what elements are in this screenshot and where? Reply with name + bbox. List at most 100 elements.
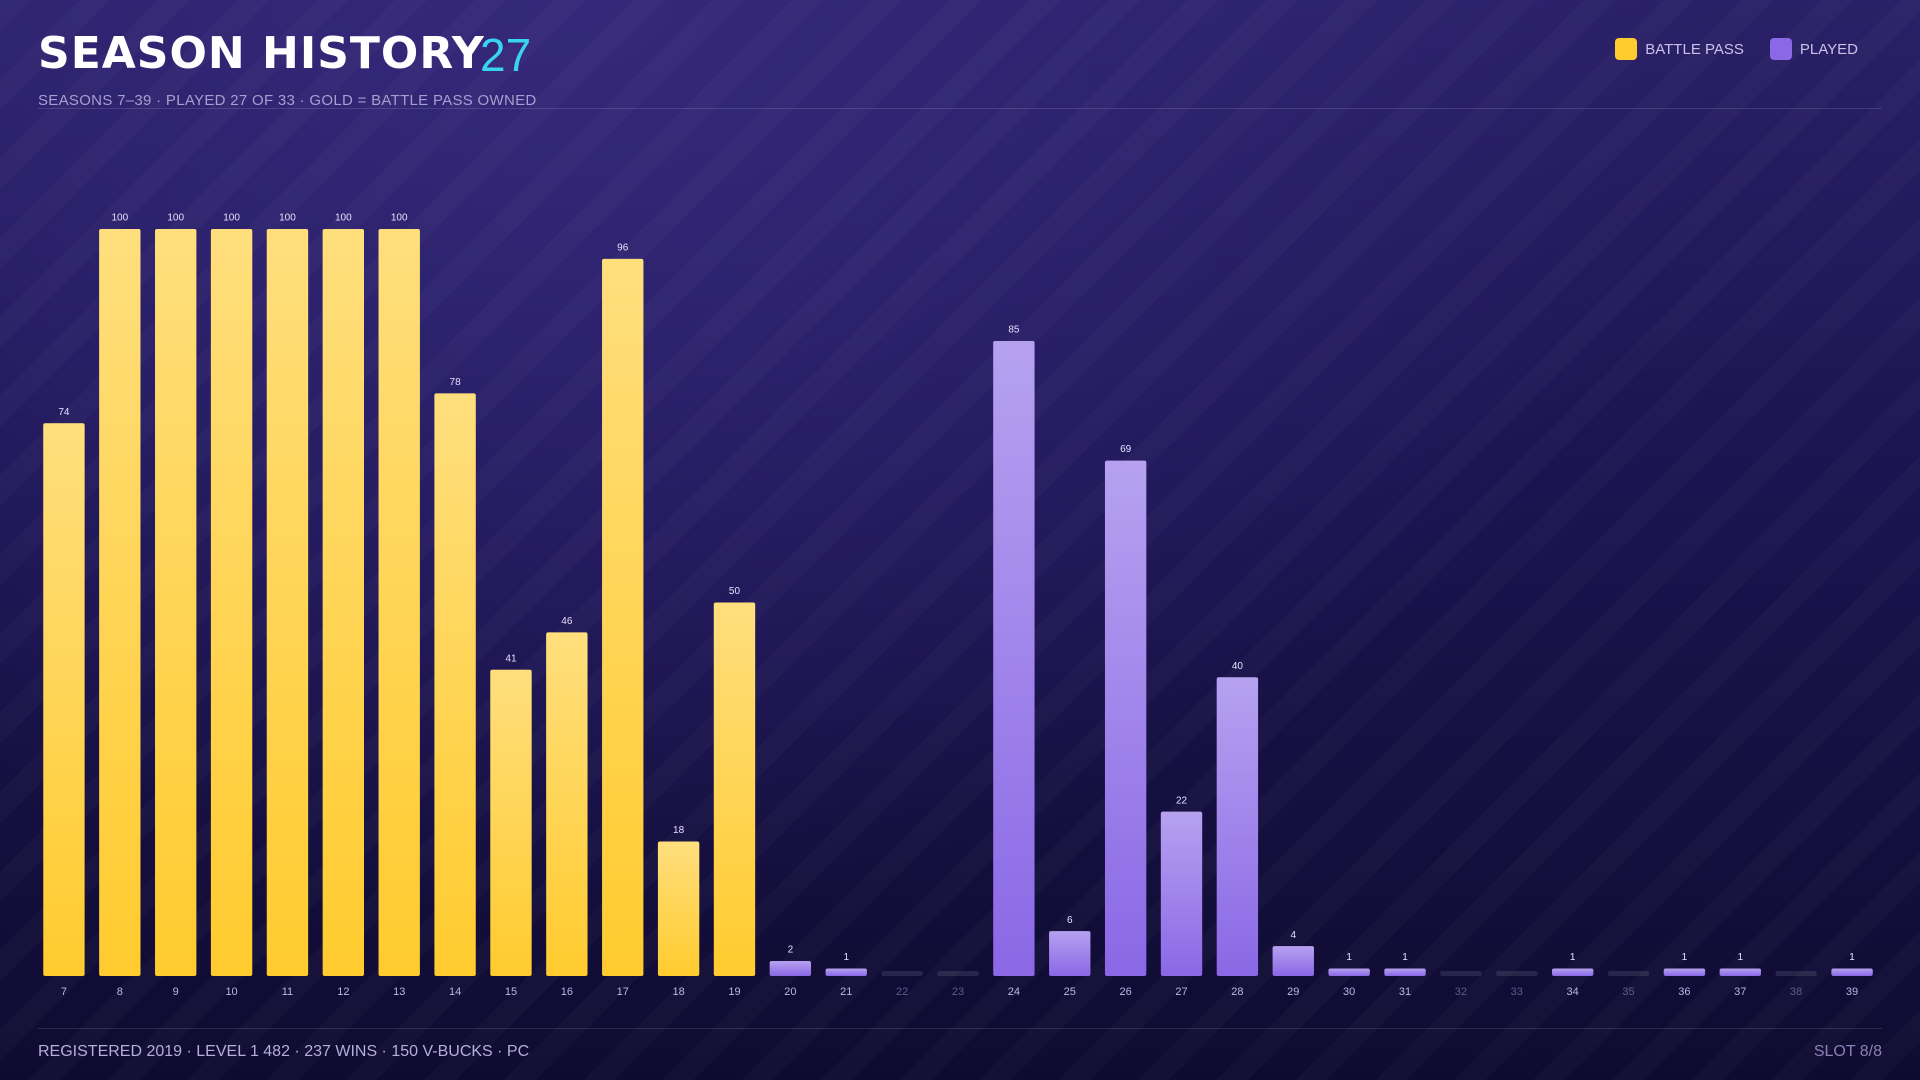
- bar-sheen: [322, 229, 365, 976]
- x-tick-label: 34: [1567, 986, 1579, 998]
- bar-sheen: [43, 423, 85, 977]
- bar-sheen: [769, 961, 812, 976]
- bar-sheen: [825, 968, 867, 976]
- x-tick-label: 33: [1511, 986, 1523, 998]
- data-label: 100: [167, 213, 184, 224]
- x-tick-label: 13: [393, 986, 405, 998]
- x-tick-label: 21: [840, 986, 852, 998]
- x-tick-label: 14: [449, 986, 461, 998]
- x-tick-label: 11: [282, 986, 293, 998]
- empty-slot: [1607, 971, 1650, 976]
- bar-sheen: [1104, 460, 1147, 976]
- data-label: 69: [1120, 444, 1132, 455]
- bar-sheen: [1272, 946, 1314, 976]
- bar-sheen: [155, 229, 197, 976]
- footer: REGISTERED 2019 · LEVEL 1 482 · 237 WINS…: [38, 1043, 530, 1060]
- x-tick-label: 24: [1008, 986, 1020, 998]
- bar-sheen: [713, 602, 756, 976]
- empty-slot: [1775, 971, 1817, 976]
- x-tick-label: 37: [1734, 986, 1746, 998]
- data-label: 2: [788, 945, 794, 956]
- bar-sheen: [378, 229, 420, 976]
- data-label: 6: [1067, 915, 1073, 926]
- data-label: 100: [279, 213, 296, 224]
- x-tick-label: 22: [896, 986, 908, 998]
- data-label: 1: [1402, 952, 1408, 963]
- x-tick-label: 17: [617, 986, 629, 998]
- data-label: 41: [505, 653, 517, 664]
- data-label: 1: [1346, 952, 1352, 963]
- header-rule: [38, 108, 1882, 109]
- x-tick-label: 20: [784, 986, 796, 998]
- title: SEASON HISTORY: [38, 28, 485, 79]
- data-label: 100: [335, 213, 352, 224]
- data-label: 1: [1738, 952, 1744, 963]
- empty-slot: [1496, 971, 1538, 976]
- x-tick-label: 32: [1455, 986, 1467, 998]
- bar-sheen: [1328, 968, 1370, 976]
- data-label: 50: [729, 586, 741, 597]
- legend-swatch: [1769, 38, 1792, 60]
- data-label: 78: [450, 377, 462, 388]
- bar-sheen: [434, 393, 476, 977]
- data-label: 1: [1570, 952, 1576, 963]
- bar-sheen: [1216, 677, 1259, 976]
- x-tick-label: 18: [672, 986, 684, 998]
- bar-sheen: [266, 229, 309, 976]
- legend-label: PLAYED: [1799, 40, 1858, 58]
- bar-sheen: [1663, 968, 1706, 976]
- empty-slot: [937, 971, 979, 976]
- bar-sheen: [657, 841, 700, 976]
- legend-swatch: [1615, 38, 1638, 60]
- x-tick-label: 26: [1120, 986, 1132, 998]
- legend-label: BATTLE PASS: [1645, 40, 1744, 58]
- empty-slot: [881, 971, 923, 976]
- bar-sheen: [1049, 931, 1091, 976]
- data-label: 1: [843, 952, 849, 963]
- bar-sheen: [1160, 811, 1203, 976]
- bar-sheen: [602, 258, 644, 976]
- legend: BATTLE PASS PLAYED: [1615, 38, 1858, 60]
- x-tick-label: 7: [61, 986, 67, 998]
- data-label: 22: [1176, 795, 1188, 806]
- data-label: 74: [58, 407, 70, 418]
- data-label: 96: [617, 243, 629, 254]
- bar-sheen: [1384, 968, 1426, 976]
- x-tick-label: 8: [117, 986, 123, 998]
- x-tick-label: 27: [1175, 986, 1187, 998]
- data-label: 4: [1290, 930, 1296, 941]
- slot: SLOT 8/8: [1813, 1043, 1882, 1060]
- x-tick-label: 29: [1287, 986, 1299, 998]
- bar-sheen: [546, 632, 588, 976]
- empty-slot: [1440, 971, 1482, 976]
- x-tick-label: 12: [337, 986, 349, 998]
- x-tick-label: 28: [1231, 986, 1243, 998]
- data-label: 18: [673, 825, 685, 836]
- bar-sheen: [1831, 968, 1873, 976]
- subtitle: SEASONS 7–39 · PLAYED 27 OF 33 · GOLD = …: [38, 92, 537, 109]
- data-label: 85: [1008, 325, 1020, 336]
- data-label: 40: [1232, 661, 1244, 672]
- data-label: 100: [391, 213, 408, 224]
- data-label: 100: [111, 213, 128, 224]
- x-tick-label: 38: [1790, 986, 1802, 998]
- x-tick-label: 16: [561, 986, 573, 998]
- bar-sheen: [1551, 968, 1594, 976]
- x-tick-label: 19: [728, 986, 740, 998]
- x-tick-label: 23: [952, 986, 964, 998]
- bar-sheen: [1719, 968, 1761, 976]
- bar-sheen: [99, 229, 141, 976]
- data-label: 1: [1682, 952, 1688, 963]
- x-tick-label: 9: [173, 986, 179, 998]
- data-label: 46: [561, 616, 573, 627]
- data-label: 100: [223, 213, 240, 224]
- bar-sheen: [993, 341, 1035, 976]
- data-label: 1: [1849, 952, 1855, 963]
- x-tick-label: 10: [225, 986, 237, 998]
- x-tick-label: 39: [1846, 986, 1858, 998]
- x-tick-label: 15: [505, 986, 517, 998]
- x-tick-label: 36: [1678, 986, 1690, 998]
- x-tick-label: 30: [1343, 986, 1355, 998]
- footer-rule: [38, 1028, 1882, 1029]
